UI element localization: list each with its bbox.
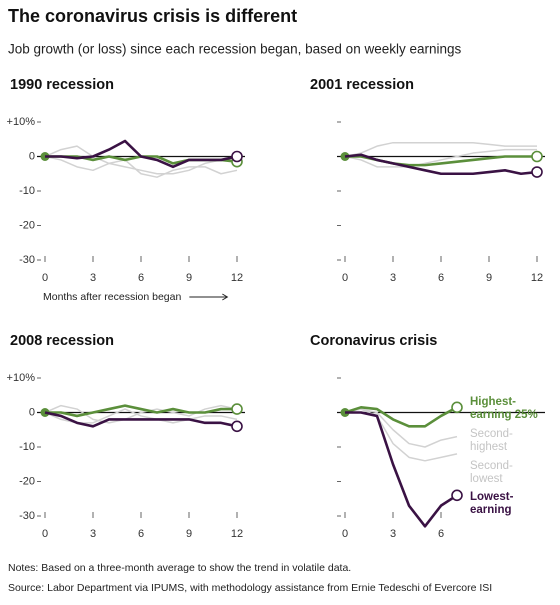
series-line (344, 408, 458, 448)
end-point (531, 150, 543, 163)
axis-arrow-head (222, 293, 229, 301)
x-tick-label: 0 (42, 528, 48, 540)
legend-label: Highest-earning 25% (470, 396, 538, 421)
end-point (451, 401, 463, 414)
y-tick-label: -10 (19, 441, 35, 453)
series-line (44, 404, 238, 424)
series-line (44, 145, 237, 175)
y-tick-label: -10 (19, 185, 35, 197)
panel-title: 2008 recession (10, 333, 114, 349)
series-line (344, 148, 537, 168)
series-line (344, 141, 537, 158)
x-tick-label: 0 (342, 528, 348, 540)
y-tick-label: -30 (19, 510, 35, 522)
y-tick-label: +10% (7, 372, 36, 384)
x-tick-label: 3 (90, 528, 96, 540)
x-tick-label: 12 (531, 272, 543, 284)
series-line (45, 139, 238, 169)
series-line (344, 406, 458, 428)
end-point (231, 403, 243, 415)
source: Source: Labor Department via IPUMS, with… (8, 582, 492, 594)
series-line (345, 411, 458, 528)
y-tick-label: -20 (19, 219, 35, 231)
x-tick-label: 12 (231, 272, 243, 284)
panel-title: 2001 recession (310, 77, 414, 93)
series-line (344, 153, 538, 176)
series-line (344, 408, 458, 462)
y-tick-label: -20 (19, 475, 35, 487)
x-tick-label: 0 (42, 272, 48, 284)
x-tick-label: 6 (138, 528, 144, 540)
series-line (44, 155, 238, 178)
x-tick-label: 9 (186, 272, 192, 284)
x-axis-label: Months after recession began (43, 291, 181, 303)
x-tick-label: 6 (438, 528, 444, 540)
x-tick-label: 3 (390, 272, 396, 284)
x-tick-label: 9 (186, 528, 192, 540)
x-tick-label: 3 (390, 528, 396, 540)
panel-title: Coronavirus crisis (310, 333, 437, 349)
x-tick-label: 6 (138, 272, 144, 284)
end-point (231, 420, 243, 433)
x-tick-label: 3 (90, 272, 96, 284)
panel-title: 1990 recession (10, 77, 114, 93)
end-point (231, 150, 243, 163)
end-point (531, 166, 543, 178)
subtitle: Job growth (or loss) since each recessio… (8, 42, 462, 57)
y-tick-label: -30 (19, 254, 35, 266)
x-tick-label: 6 (438, 272, 444, 284)
legend-label: Lowest-earning (470, 491, 514, 516)
x-tick-label: 0 (342, 272, 348, 284)
y-tick-label: 0 (29, 406, 35, 418)
end-point (451, 489, 463, 502)
series-line (45, 404, 237, 418)
y-tick-label: +10% (7, 116, 36, 128)
x-tick-label: 12 (231, 528, 243, 540)
notes: Notes: Based on a three-month average to… (8, 562, 351, 574)
x-tick-label: 9 (486, 272, 492, 284)
legend-label: Second-highest (470, 428, 513, 453)
y-tick-label: 0 (29, 150, 35, 162)
legend-label: Second-lowest (470, 460, 513, 485)
title: The coronavirus crisis is different (8, 6, 297, 26)
series-line (44, 411, 238, 428)
